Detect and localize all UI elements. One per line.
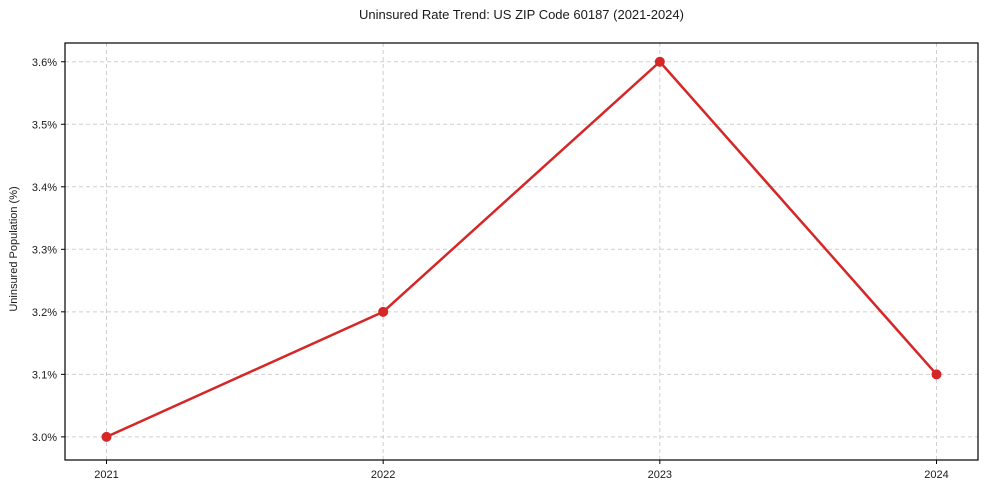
y-tick-label: 3.1%	[32, 369, 57, 381]
data-line	[105, 60, 938, 439]
chart-title: Uninsured Rate Trend: US ZIP Code 60187 …	[359, 7, 684, 22]
x-tick-label: 2022	[371, 469, 395, 481]
y-tick-label: 3.0%	[32, 432, 57, 444]
data-point	[101, 431, 112, 442]
data-point	[378, 306, 389, 317]
data-point	[931, 369, 942, 380]
x-tick-label: 2021	[94, 469, 118, 481]
x-tick-label: 2024	[924, 469, 948, 481]
data-point	[654, 56, 665, 67]
y-tick-label: 3.2%	[32, 307, 57, 319]
y-tick-label: 3.5%	[32, 119, 57, 131]
y-tick-label: 3.3%	[32, 244, 57, 256]
x-tick-label: 2023	[648, 469, 672, 481]
y-tick-label: 3.6%	[32, 57, 57, 69]
plot-border	[64, 42, 979, 461]
y-tick-label: 3.4%	[32, 182, 57, 194]
